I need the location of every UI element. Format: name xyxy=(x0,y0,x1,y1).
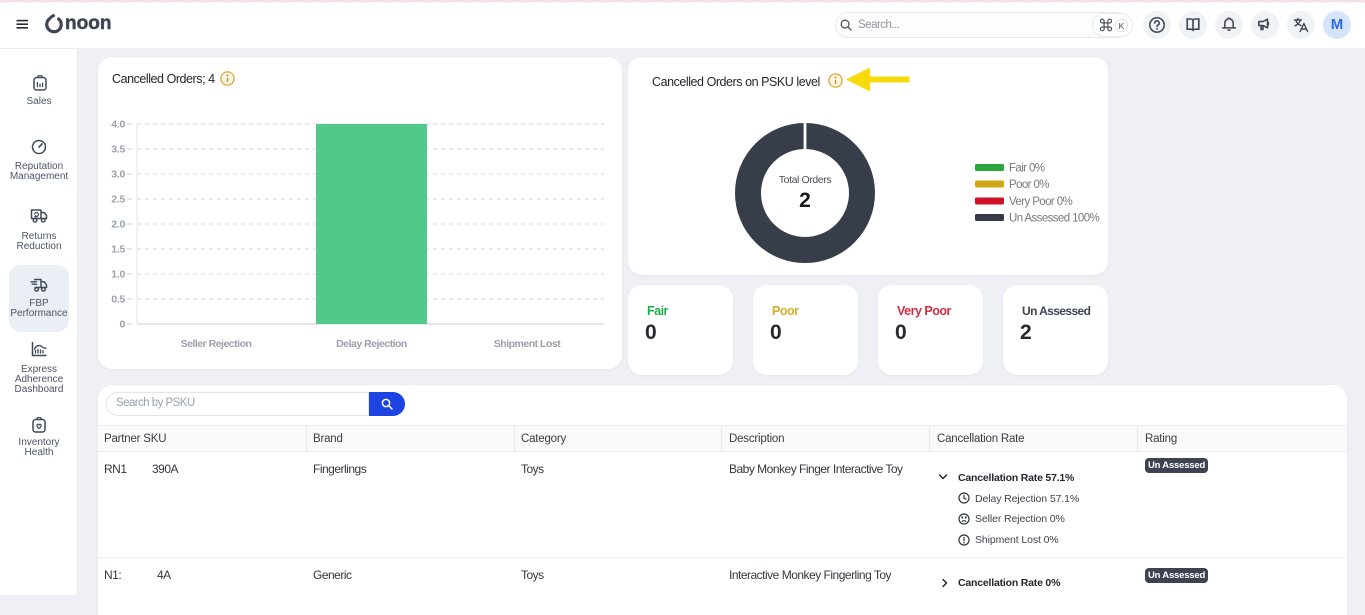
svg-text:Delay Rejection: Delay Rejection xyxy=(336,338,407,350)
svg-text:2.0: 2.0 xyxy=(111,219,125,231)
svg-text:4.0: 4.0 xyxy=(111,119,125,131)
svg-text:1.0: 1.0 xyxy=(111,269,125,281)
svg-text:0.5: 0.5 xyxy=(111,294,125,306)
svg-text:Poor 0%: Poor 0% xyxy=(1009,179,1049,191)
svg-text:1.5: 1.5 xyxy=(111,244,125,256)
svg-text:Seller Rejection: Seller Rejection xyxy=(181,338,252,350)
svg-text:Un Assessed 100%: Un Assessed 100% xyxy=(1009,213,1100,225)
svg-text:2: 2 xyxy=(799,189,811,212)
svg-text:3.0: 3.0 xyxy=(111,169,125,181)
svg-text:Total Orders: Total Orders xyxy=(779,174,832,186)
svg-text:2.5: 2.5 xyxy=(111,194,125,206)
svg-text:Shipment Lost: Shipment Lost xyxy=(494,338,561,350)
svg-text:3.5: 3.5 xyxy=(111,144,125,156)
svg-text:0: 0 xyxy=(119,319,125,331)
svg-text:Very Poor 0%: Very Poor 0% xyxy=(1009,196,1072,208)
svg-text:Fair 0%: Fair 0% xyxy=(1009,163,1045,175)
